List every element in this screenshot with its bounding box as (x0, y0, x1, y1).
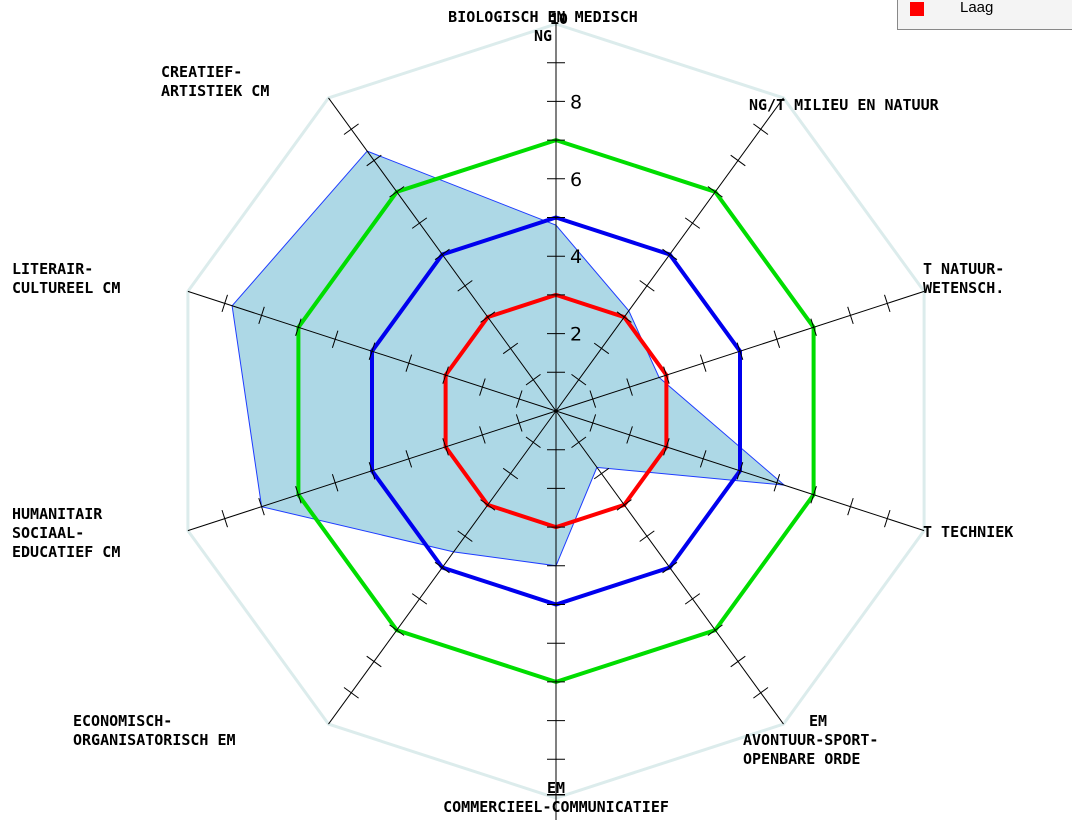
tick-1-9 (753, 123, 769, 135)
tick-3-1 (589, 414, 597, 432)
legend-label-laag: Laag (960, 0, 994, 16)
stray-tick-label: 10 (550, 10, 568, 28)
tick-3-9 (884, 509, 891, 528)
tick-2-6 (773, 330, 781, 348)
tick-8-8 (258, 306, 265, 325)
tick-3-5 (736, 462, 744, 480)
tick-6-4 (457, 530, 473, 542)
tick-7-1 (515, 414, 523, 432)
tick-1-4 (639, 280, 655, 292)
legend: Laag (897, 0, 1072, 30)
tick-6-1 (525, 436, 541, 449)
tick-3-4 (699, 450, 707, 468)
tick-7-6 (331, 474, 339, 492)
tick-9-1 (525, 373, 541, 386)
axis-label-3: T TECHNIEK (923, 523, 1013, 541)
tick-4-3 (616, 499, 632, 511)
tick-9-2 (502, 342, 519, 355)
tick-9-3 (480, 311, 496, 323)
tick-7-4 (405, 450, 413, 468)
rtick-label-6: 6 (570, 169, 582, 191)
tick-2-2 (626, 378, 633, 396)
tick-3-3 (663, 438, 670, 456)
tick-9-9 (343, 123, 359, 135)
tick-7-8 (258, 497, 265, 516)
tick-7-9 (221, 509, 228, 528)
tick-8-4 (405, 354, 413, 372)
tick-4-2 (593, 467, 610, 480)
tick-8-2 (479, 378, 486, 396)
tick-1-5 (662, 248, 678, 261)
tick-4-4 (639, 530, 655, 542)
tick-1-7 (707, 186, 723, 198)
tick-9-6 (411, 217, 428, 229)
axis-label-8: LITERAIR-CULTUREEL CM (12, 260, 120, 297)
tick-7-2 (479, 426, 486, 444)
tick-6-9 (343, 687, 359, 699)
tick-4-1 (571, 436, 587, 449)
tick-7-5 (368, 462, 376, 480)
tick-labels: 2 4 6 8 10 (550, 10, 582, 346)
tick-2-4 (699, 354, 707, 372)
tick-8-9 (221, 294, 228, 313)
tick-6-3 (480, 499, 496, 511)
tick-4-7 (707, 624, 723, 636)
tick-4-5 (662, 561, 678, 574)
rtick-label-4: 4 (570, 246, 582, 268)
axis-labels: BIOLOGISCH EN MEDISCH NG NG/T MILIEU EN NA… (12, 8, 1013, 816)
tick-7-7 (295, 486, 302, 504)
axis-label-9: CREATIEF-ARTISTIEK CM (161, 63, 269, 100)
tick-1-3 (616, 311, 632, 323)
tick-2-8 (847, 306, 854, 325)
tick-6-2 (502, 467, 519, 480)
legend-swatch-laag (910, 2, 924, 16)
tick-2-9 (884, 294, 891, 313)
axis-label-5: EM COMMERCIEEL-COMMUNICATIEF (443, 779, 669, 816)
tick-9-4 (457, 280, 473, 292)
tick-8-7 (295, 318, 302, 336)
axis-ticks (221, 62, 891, 760)
tick-1-1 (571, 373, 587, 386)
axis-label-1: NG/T MILIEU EN NATUUR (749, 96, 940, 114)
axis-label-0: BIOLOGISCH EN MEDISCH NG (448, 8, 638, 45)
tick-9-5 (434, 248, 450, 261)
tick-1-6 (684, 217, 701, 229)
tick-2-3 (663, 366, 670, 384)
tick-6-8 (366, 655, 382, 668)
rtick-label-2: 2 (570, 324, 582, 346)
tick-4-9 (753, 687, 769, 699)
axis-label-4: EM AVONTUUR-SPORT-OPENBARE ORDE (743, 712, 878, 768)
tick-4-6 (684, 593, 701, 605)
tick-7-3 (442, 438, 449, 456)
tick-6-6 (411, 593, 428, 605)
axis-label-6: ECONOMISCH-ORGANISATORISCH EM (73, 712, 236, 749)
tick-3-6 (773, 474, 781, 492)
tick-9-8 (366, 154, 382, 167)
tick-8-3 (442, 366, 449, 384)
tick-6-5 (434, 561, 450, 574)
tick-9-7 (389, 186, 405, 198)
tick-8-1 (515, 390, 523, 408)
axis-label-2: T NATUUR-WETENSCH. (923, 260, 1004, 297)
rtick-label-8: 8 (570, 91, 582, 113)
tick-8-6 (331, 330, 339, 348)
tick-2-7 (810, 318, 817, 336)
axis-label-7: HUMANITAIR SOCIAAL-EDUCATIEF CM (12, 505, 120, 561)
tick-2-1 (589, 390, 597, 408)
tick-1-2 (593, 342, 610, 355)
tick-3-2 (626, 426, 633, 444)
tick-3-8 (847, 497, 854, 516)
tick-6-7 (389, 624, 405, 636)
tick-1-8 (730, 154, 746, 167)
tick-3-7 (810, 486, 817, 504)
tick-4-8 (730, 655, 746, 668)
tick-2-5 (736, 342, 744, 360)
tick-8-5 (368, 342, 376, 360)
